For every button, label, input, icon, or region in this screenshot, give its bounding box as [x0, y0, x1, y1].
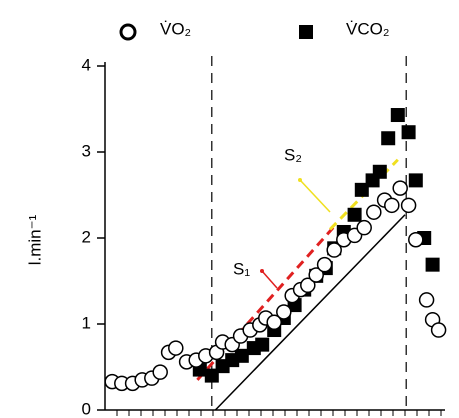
legend-label: V̇CO₂ — [346, 19, 389, 38]
vo2-point — [326, 242, 342, 258]
y-tick-label: 3 — [82, 141, 91, 160]
vo2-point — [356, 219, 372, 236]
vo2-point — [316, 256, 333, 273]
vco2-point — [390, 108, 405, 123]
annotation: S₂ — [284, 145, 302, 164]
fit-line — [214, 214, 406, 411]
y-tick-label: 4 — [82, 55, 91, 74]
vco2-point — [354, 182, 369, 197]
vo2-point — [266, 314, 282, 331]
arrow — [299, 179, 331, 213]
vco2-point — [425, 257, 440, 272]
vo2-point — [168, 340, 184, 356]
vo2-point — [430, 322, 447, 338]
vco2-point — [381, 131, 396, 146]
vco2-point — [372, 164, 387, 179]
vo2-point — [300, 277, 316, 294]
y-tick-label: 2 — [82, 227, 91, 246]
vo2-point — [400, 197, 417, 214]
y-tick-label: 0 — [82, 399, 91, 418]
vco2-point — [255, 337, 270, 352]
arrow — [261, 270, 278, 289]
vo2-point — [408, 231, 424, 248]
vco2-point — [401, 125, 416, 140]
vo2-point — [152, 364, 168, 380]
vo2-point — [418, 292, 435, 308]
vo2-point — [366, 204, 382, 220]
vco2-point — [234, 348, 249, 363]
annotation: S₁ — [233, 259, 250, 278]
vco2-point — [347, 207, 362, 222]
vo2-point — [392, 180, 408, 196]
vco2-point — [408, 173, 423, 188]
vo2-point — [308, 267, 324, 283]
vo2-point — [384, 197, 400, 214]
legend-marker — [299, 25, 313, 39]
vo2-point — [276, 304, 292, 320]
y-tick-label: 1 — [82, 313, 91, 332]
arrow-dot — [260, 269, 264, 273]
legend-label: V̇O₂ — [160, 19, 191, 38]
arrow-dot — [298, 178, 302, 182]
legend-marker — [119, 23, 137, 41]
y-axis-label: l.min⁻¹ — [25, 214, 44, 265]
vco2-point — [204, 368, 219, 383]
